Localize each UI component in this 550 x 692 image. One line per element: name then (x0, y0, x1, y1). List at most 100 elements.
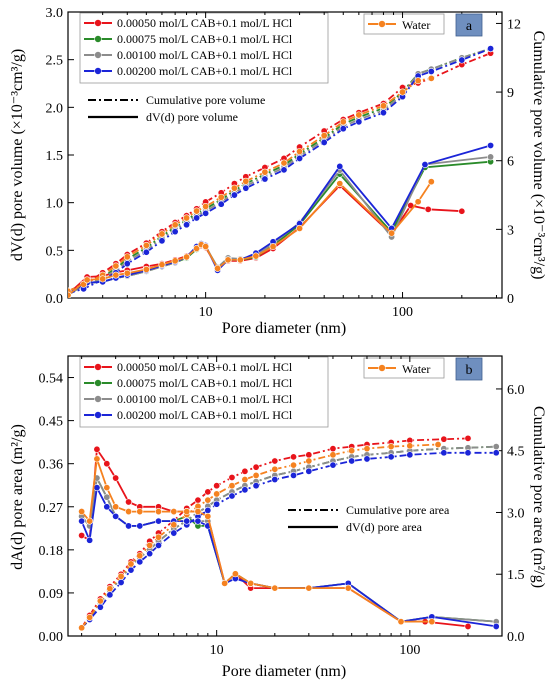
differential-point (183, 253, 191, 261)
panel-b-legend: 0.00050 mol/L CAB+0.1 mol/L HCl 0.00075 m… (79, 356, 445, 428)
differential-point (344, 584, 352, 592)
cumulative-point (487, 45, 495, 53)
panel-a-y2label: Cumulative pore volume (×10⁻³cm³/g) (530, 31, 547, 280)
panel-b-ylabel: dA(d) pore area (m²/g) (9, 424, 26, 570)
panel-b-xtick-label: 100 (399, 643, 420, 658)
cumulative-point (123, 253, 131, 261)
differential-point (193, 244, 201, 252)
cumulative-line (80, 443, 439, 629)
legend-label: 0.00050 mol/L CAB+0.1 mol/L HCl (117, 16, 293, 30)
cumulative-point (348, 447, 356, 455)
panel-b-y2tick-label: 4.5 (507, 445, 525, 460)
panel-b-frame (67, 355, 503, 637)
cumulative-point (242, 184, 250, 192)
differential-point (112, 512, 120, 520)
cumulative-point (194, 496, 202, 504)
cumulative-point (271, 465, 279, 473)
cumulative-point (228, 473, 236, 481)
differential-point (123, 269, 131, 277)
cumulative-line (80, 445, 497, 629)
panel-a-xtick-label: 100 (392, 305, 413, 320)
differential-point (414, 198, 422, 206)
legend-water-marker (378, 364, 386, 372)
differential-point (252, 252, 260, 260)
panel-b-y2tick-label: 6.0 (507, 383, 525, 398)
differential-point (103, 460, 111, 468)
panel-b-badge (455, 357, 483, 381)
cumulative-point (117, 572, 125, 580)
cumulative-point (434, 441, 442, 449)
panel-b-ytick-label: 0.09 (39, 587, 64, 602)
cumulative-point (271, 457, 279, 465)
cumulative-point (348, 457, 356, 465)
panel-b-ytick-label: 0.18 (39, 544, 64, 559)
cumulative-point (406, 442, 414, 450)
cumulative-point (464, 434, 472, 442)
cumulative-point (146, 541, 154, 549)
legend-swatch-marker (94, 67, 102, 75)
cumulative-point (158, 230, 166, 238)
differential-point (397, 618, 405, 626)
cumulative-point (204, 506, 212, 514)
legend-swatch-marker (94, 19, 102, 27)
cumulative-point (427, 67, 435, 75)
differential-point (112, 503, 120, 511)
panel-b-series (78, 443, 500, 632)
differential-point (428, 618, 436, 626)
differential-point (99, 275, 107, 283)
cumulative-point (329, 445, 337, 453)
cumulative-point (399, 88, 407, 96)
cumulative-point (305, 467, 313, 475)
legend-water-label: Water (402, 18, 430, 32)
differential-point (93, 455, 101, 463)
cumulative-point (329, 461, 337, 469)
panel-a-xtick-label: 10 (199, 305, 213, 320)
panel-b-badge-label: b (466, 363, 473, 378)
differential-point (155, 517, 163, 525)
cumulative-point (183, 221, 191, 229)
cumulative-point (155, 541, 163, 549)
cumulative-point (146, 550, 154, 558)
style-legend-cumulative: Cumulative pore volume (146, 93, 265, 107)
panel-a-ytick-label: 1.5 (46, 149, 64, 164)
panel-b: dA(d) pore area (m²/g) Cumulative pore a… (9, 355, 547, 680)
cumulative-point (406, 451, 414, 459)
legend-label: 0.00100 mol/L CAB+0.1 mol/L HCl (117, 392, 293, 406)
cumulative-point (136, 558, 144, 566)
cumulative-point (355, 111, 363, 119)
differential-point (103, 484, 111, 492)
differential-point (194, 508, 202, 516)
cumulative-point (241, 467, 249, 475)
differential-point (158, 261, 166, 269)
cumulative-point (252, 463, 260, 471)
cumulative-point (363, 455, 371, 463)
cumulative-line (68, 47, 491, 295)
cumulative-point (78, 624, 86, 632)
cumulative-point (217, 193, 225, 201)
cumulative-point (193, 207, 201, 215)
legend-swatch-marker (94, 379, 102, 387)
cumulative-line (80, 451, 497, 629)
differential-point (155, 508, 163, 516)
cumulative-point (280, 166, 288, 174)
cumulative-line (80, 445, 497, 629)
differential-point (136, 508, 144, 516)
panel-a-y2tick-label: 6 (507, 155, 514, 170)
cumulative-point (228, 482, 236, 490)
differential-point (204, 512, 212, 520)
cumulative-point (290, 453, 298, 461)
differential-point (336, 180, 344, 188)
differential-point (424, 205, 432, 213)
differential-point (492, 622, 500, 630)
cumulative-point (464, 449, 472, 457)
cumulative-point (363, 445, 371, 453)
legend-swatch-marker (94, 35, 102, 43)
cumulative-point (106, 591, 114, 599)
cumulative-point (427, 74, 435, 82)
cumulative-line (68, 52, 491, 292)
differential-line (80, 458, 432, 623)
panel-a: dV(d) pore volume (×10⁻³cm³/g) Cumulativ… (9, 6, 547, 337)
panel-a-ytick-label: 0.5 (46, 244, 64, 259)
cumulative-point (296, 148, 304, 156)
legend-swatch-marker (94, 363, 102, 371)
